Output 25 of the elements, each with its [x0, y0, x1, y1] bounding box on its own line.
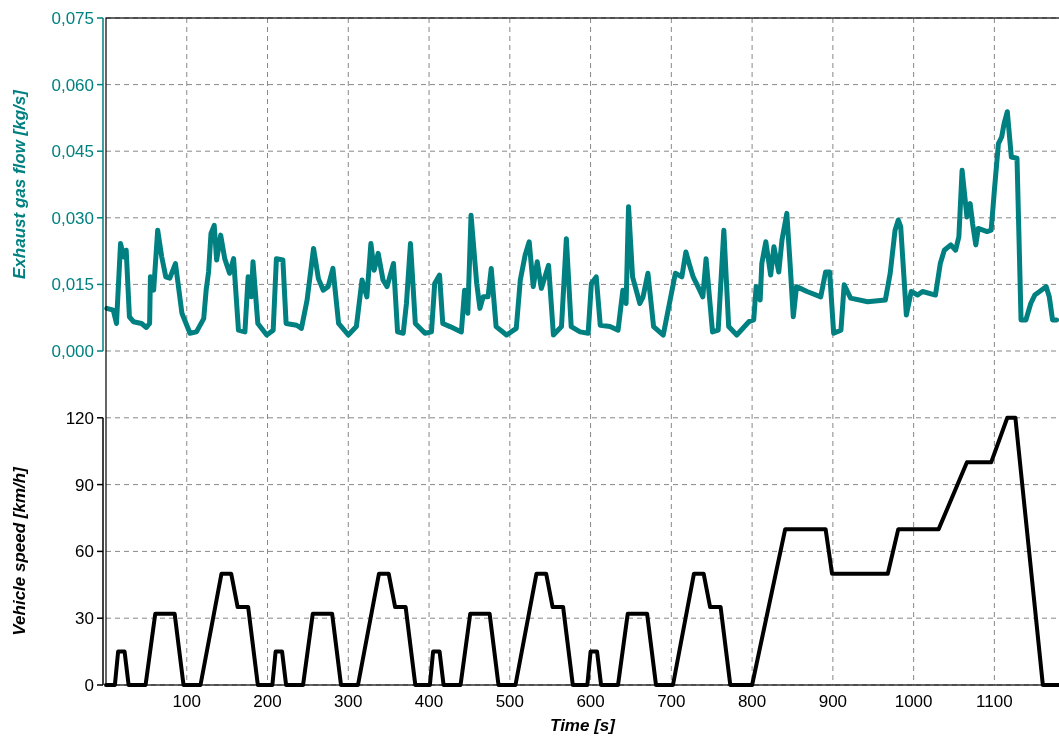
- x-tick-label: 500: [495, 692, 524, 711]
- x-tick-label: 400: [414, 692, 444, 711]
- y-axis-title: Vehicle speed [km/h]: [10, 465, 29, 636]
- y-tick-label: 0,075: [51, 8, 94, 28]
- x-tick-label: 1000: [894, 692, 933, 711]
- x-tick-label: 100: [172, 692, 201, 711]
- x-axis-title: Time [s]: [550, 716, 617, 735]
- y-tick-label: 30: [75, 609, 94, 629]
- y-tick-label: 0,015: [51, 275, 94, 295]
- y-tick-label: 120: [65, 408, 94, 428]
- x-tick-label: 600: [576, 692, 605, 711]
- y-tick-label: 0,030: [51, 208, 94, 228]
- y-tick-label: 60: [75, 542, 94, 562]
- x-tick-label: 900: [818, 692, 848, 711]
- y-tick-label: 0,000: [51, 341, 94, 361]
- x-tick-label: 200: [253, 692, 282, 711]
- y-axis-title: Exhaust gas flow [kg/s]: [10, 88, 29, 279]
- y-tick-label: 90: [75, 475, 94, 495]
- y-tick-label: 0,045: [51, 142, 94, 162]
- x-tick-label: 700: [657, 692, 686, 711]
- y-tick-label: 0: [84, 675, 94, 695]
- y-tick-label: 0,060: [51, 75, 94, 95]
- x-tick-label: 300: [334, 692, 363, 711]
- x-tick-label: 800: [737, 692, 767, 711]
- x-tick-label: 1100: [976, 692, 1013, 711]
